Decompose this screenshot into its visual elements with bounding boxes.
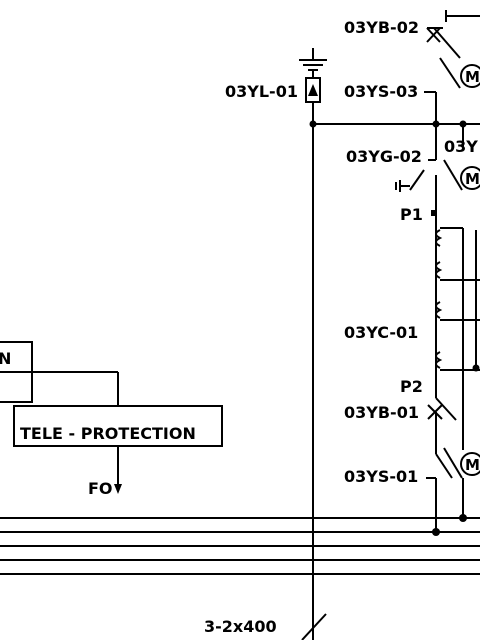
tele-protection-label: TELE - PROTECTION [20,424,196,443]
fo-arrow-icon [114,484,122,494]
label-p1: P1 [400,205,423,224]
node-bus-mid [432,528,440,536]
switch-03ys-01 [426,453,453,532]
ground-symbol [299,48,327,71]
label-03yl-01: 03YL-01 [225,82,298,101]
label-03ys-01: 03YS-01 [344,467,418,486]
label-03y-truncated: 03Y [444,137,478,156]
label-fo: FO [88,479,113,498]
partial-box-left: N [0,341,33,403]
label-03yb-02: 03YB-02 [344,18,419,37]
bus-bars-lower [0,517,480,575]
current-transformers [435,216,480,398]
label-cable: 3-2x400 [204,617,277,636]
motor-label-top: M [465,68,480,86]
breaker-03yb-02 [426,10,480,59]
node-bus-right [459,514,467,522]
switch-03ys-03 [424,91,437,124]
motor-label-middle: M [465,170,480,188]
p1-marker [431,210,437,216]
label-p2: P2 [400,377,423,396]
partial-box-text: N [0,349,11,368]
motor-bottom: M [443,370,480,518]
label-03yg-02: 03YG-02 [346,147,422,166]
motor-top: M [439,57,480,89]
cable-slash [301,613,327,640]
surge-arrester-03yl-01 [305,70,321,124]
switch-03yg-02 [395,124,437,213]
motor-label-bottom: M [465,456,480,474]
breaker-03yb-01 [427,397,457,454]
label-03yc-01: 03YC-01 [344,323,418,342]
motor-middle: M [443,124,480,191]
label-03yb-01: 03YB-01 [344,403,419,422]
label-03ys-03: 03YS-03 [344,82,418,101]
